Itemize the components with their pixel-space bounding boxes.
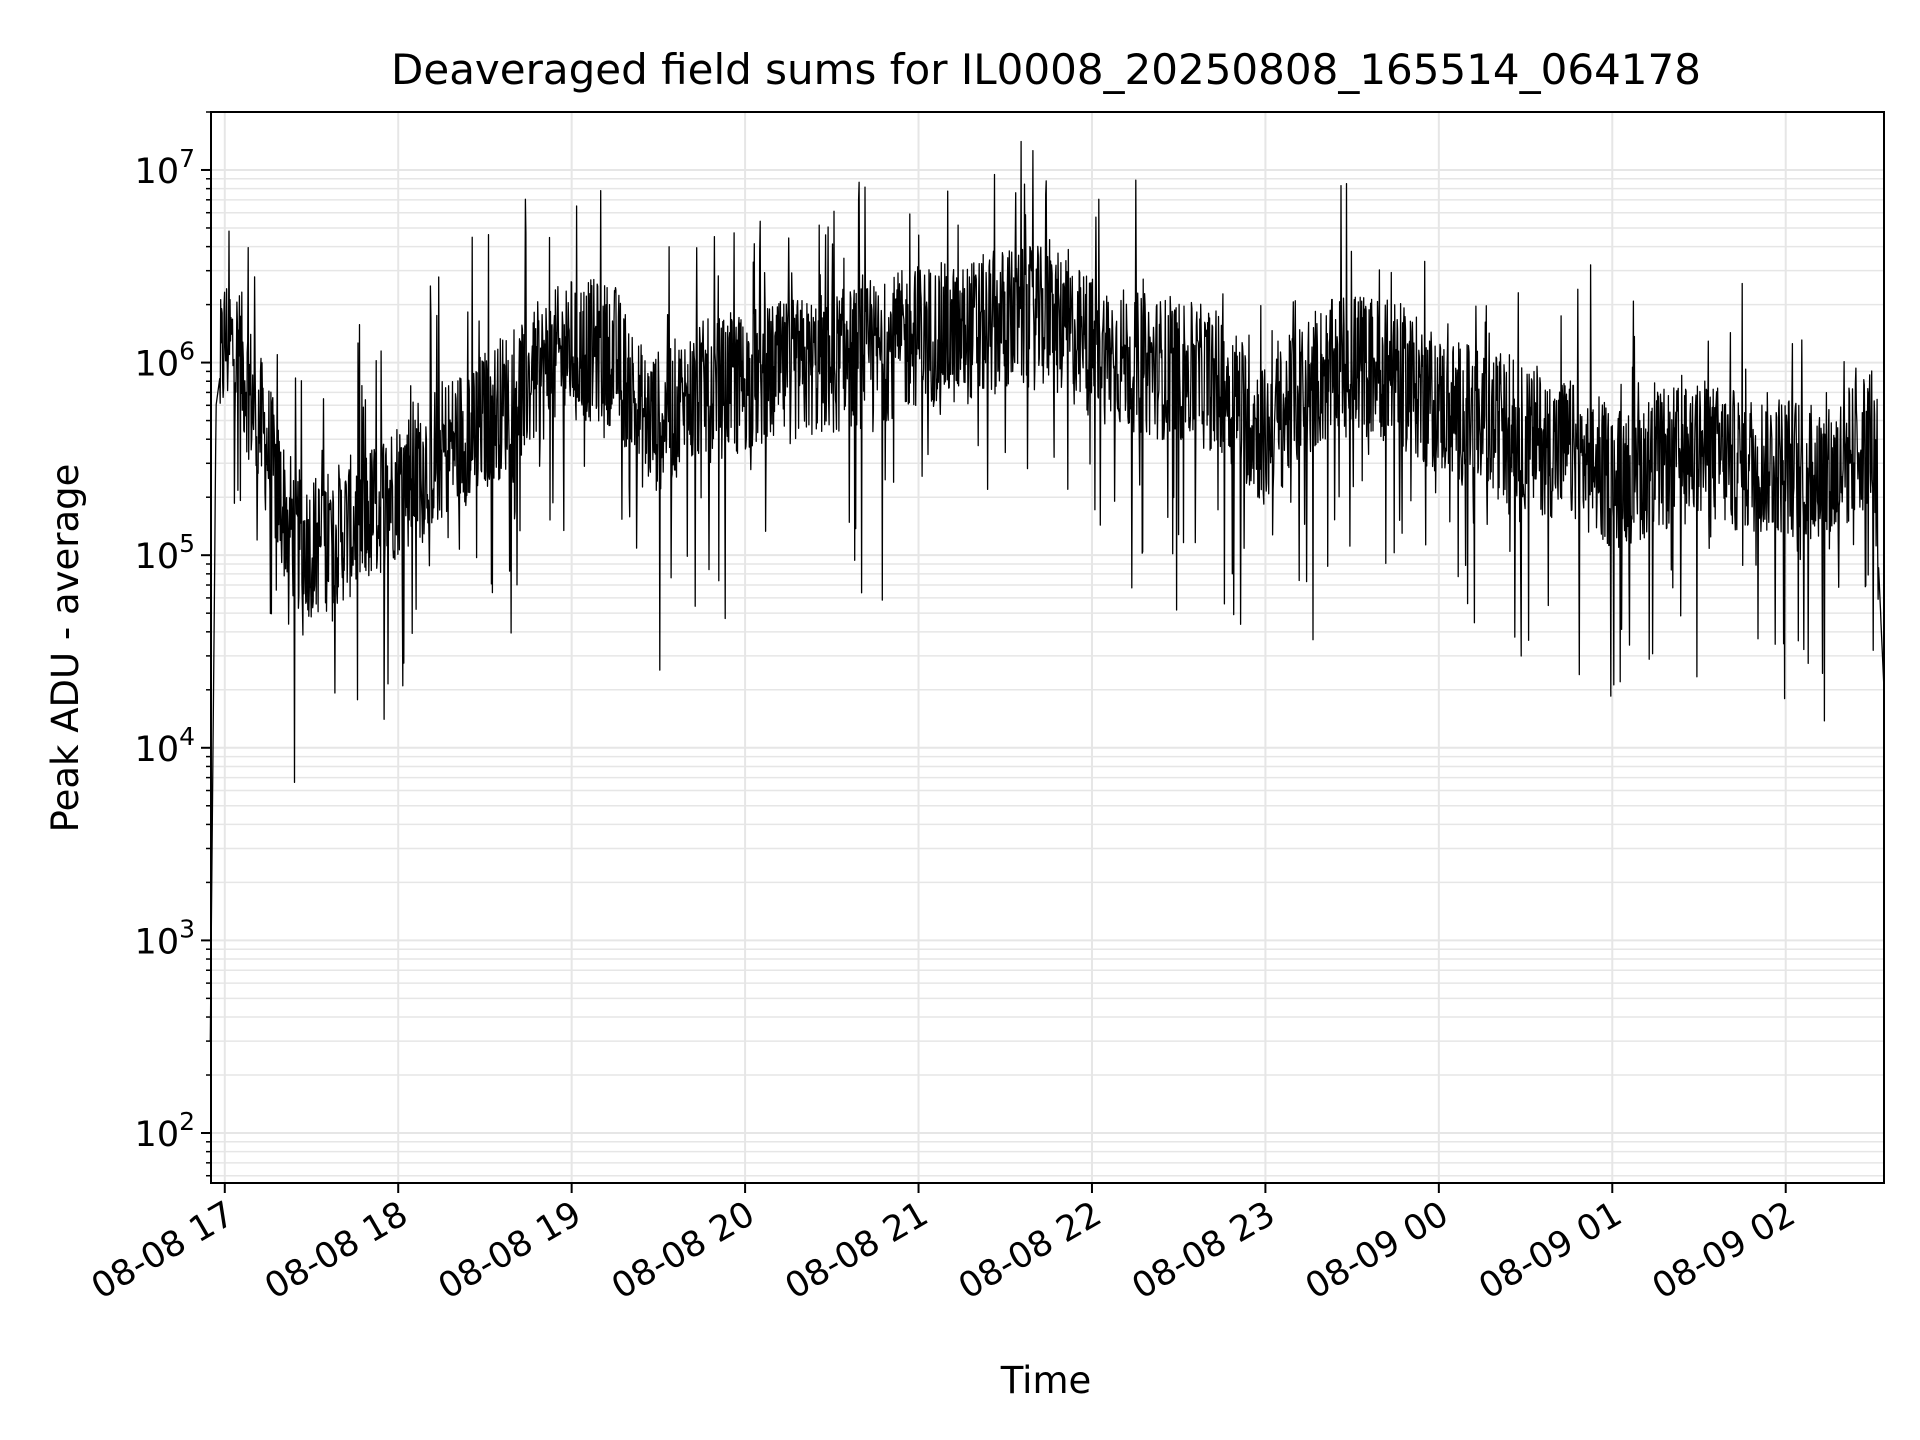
y-tick-label: 103 <box>135 914 195 962</box>
plot-frame <box>210 111 1885 1184</box>
tick-marks <box>201 111 1787 1193</box>
y-tick-label: 107 <box>135 144 195 192</box>
chart-title: Deaveraged field sums for IL0008_2025080… <box>391 45 1701 94</box>
minor-gridlines <box>211 111 1884 1177</box>
y-tick-label: 105 <box>135 529 195 577</box>
y-tick-label: 104 <box>135 722 195 770</box>
y-tick-labels: 102 103 104 105 106 107 <box>135 144 195 1155</box>
series-layer <box>209 140 1885 1042</box>
y-axis-label: Peak ADU - average <box>44 464 87 833</box>
series-line <box>209 140 1885 1042</box>
y-tick-label: 102 <box>135 1107 195 1155</box>
x-axis-label: Time <box>1000 1359 1092 1402</box>
y-tick-label: 106 <box>135 337 195 385</box>
